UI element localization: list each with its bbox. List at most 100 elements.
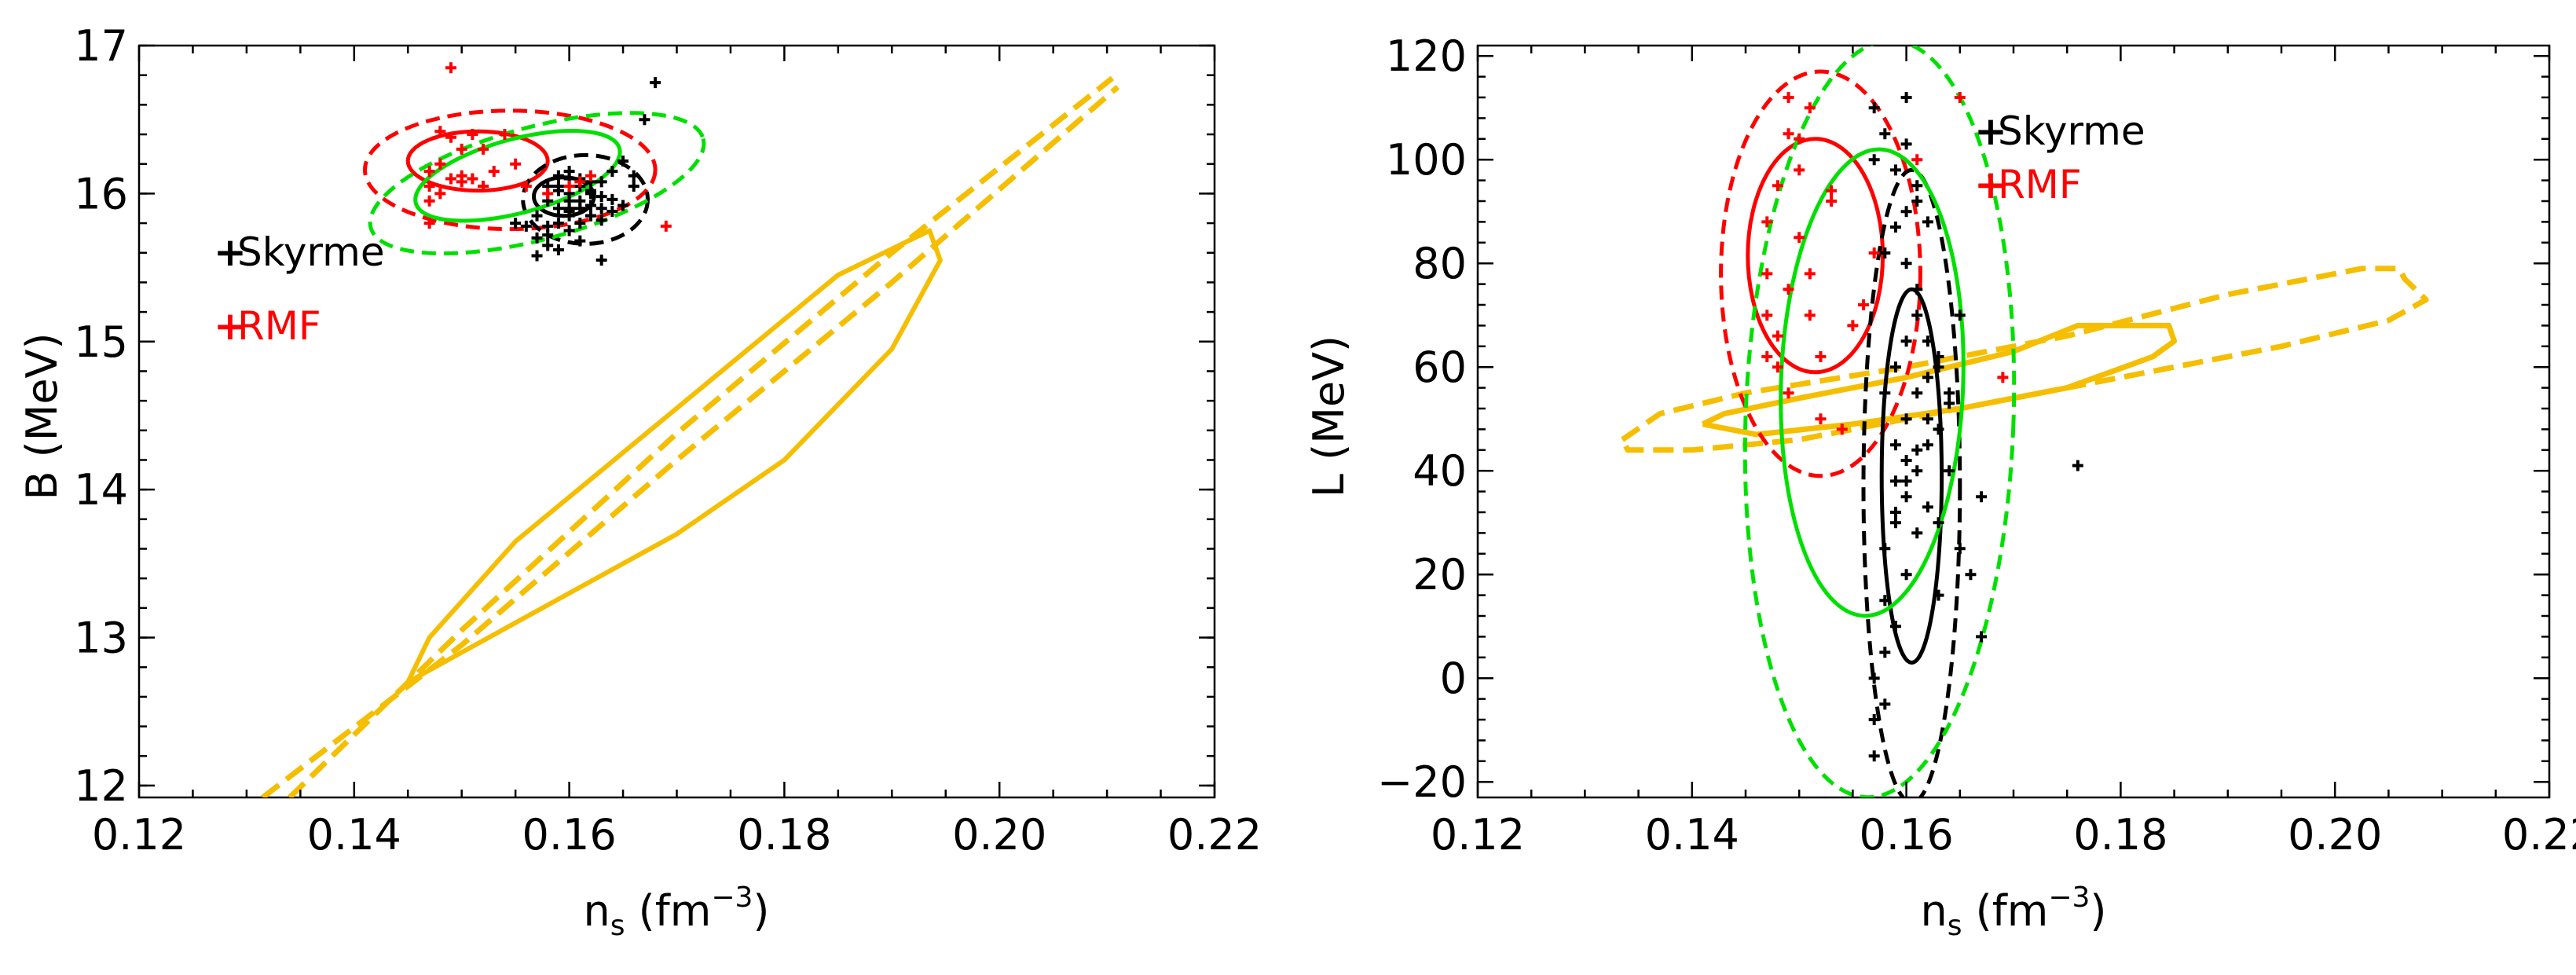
right-skyrme-point: [1900, 258, 1912, 269]
left-legend-rmf-label: RMF: [237, 303, 321, 349]
left-rmf-point: [574, 176, 586, 188]
right-skyrme-point: [1965, 569, 1977, 581]
right-combined-1sigma-ellipse: [1779, 147, 1966, 618]
left-skyrme-point: [574, 218, 586, 229]
right-skyrme-point: [1911, 196, 1923, 207]
right-y-axis-label: L (MeV): [1304, 335, 1354, 497]
right-y-tick-label: 120: [1386, 31, 1467, 81]
right-skyrme-point: [1933, 423, 1944, 435]
right-skyrme-point: [1911, 465, 1923, 477]
right-skyrme-point: [1944, 398, 1955, 409]
right-skyrme-point: [1976, 631, 1988, 643]
right-skyrme-point: [1889, 475, 1901, 487]
left-skyrme-point: [595, 203, 607, 214]
right-skyrme-point: [1868, 102, 1880, 114]
right-skyrme-point: [1922, 335, 1933, 347]
left-y-tick-label: 12: [74, 761, 128, 811]
right-rmf-point: [1954, 92, 1966, 103]
right-skyrme-point: [1889, 517, 1901, 529]
right-x-axis-label: ns (fm−3): [1920, 882, 2106, 942]
right-rmf-point: [1826, 196, 1838, 207]
right-skyrme-point: [1889, 439, 1901, 451]
right-y-tick-label: 0: [1440, 654, 1467, 703]
right-skyrme-point: [1879, 387, 1891, 399]
right-rmf-point: [1847, 320, 1859, 332]
right-legend-skyrme-marker: +: [1974, 108, 2007, 154]
right-skyrme-point: [1868, 714, 1880, 725]
left-plot-frame: [137, 44, 1216, 799]
left-rmf-point: [423, 218, 435, 229]
left-skyrme-point: [639, 114, 650, 126]
left-rmf-point: [660, 220, 672, 232]
left-skyrme-point: [563, 225, 575, 236]
left-rmf-point: [445, 131, 457, 143]
right-skyrme-point: [1879, 247, 1891, 258]
right-y-tick-label: 100: [1386, 135, 1467, 185]
left-skyrme-point: [595, 214, 607, 226]
right-skyrme-point: [1889, 507, 1901, 518]
right-skyrme-point: [1868, 750, 1880, 762]
right-x-tick-label: 0.16: [1859, 810, 1953, 860]
left-marks: [261, 62, 1120, 797]
left-skyrme-point: [584, 185, 596, 196]
left-rmf-point: [456, 176, 467, 188]
right-gold-2sigma-line: [1619, 266, 2429, 453]
right-skyrme-point: [1889, 222, 1901, 233]
right-rmf-point: [1804, 102, 1816, 114]
right-rmf-point: [1761, 216, 1773, 228]
right-ticks: 0.12 0.14 0.16 0.18 0.20 0.22 −20 0 20 40 60 80 100 1…: [1377, 31, 2576, 860]
right-rmf-2sigma-ellipse: [1719, 69, 1922, 478]
right-rmf-point: [1826, 185, 1838, 196]
right-rmf-point: [1783, 387, 1794, 399]
left-rmf-point: [445, 62, 457, 74]
right-rmf-point: [1772, 361, 1783, 373]
right-skyrme-point: [1889, 361, 1901, 373]
left-skyrme-point: [606, 193, 618, 205]
right-skyrme-point: [1900, 569, 1912, 581]
right-rmf-point: [1858, 299, 1870, 310]
left-legend-skyrme: + Skyrme: [214, 229, 385, 275]
left-skyrme-point: [552, 244, 564, 255]
left-combined-2sigma-ellipse: [368, 111, 706, 256]
right-legend-rmf-label: RMF: [1998, 162, 2082, 207]
left-rmf-point: [510, 158, 522, 170]
left-skyrme-point: [552, 203, 564, 214]
left-x-tick-label: 0.12: [92, 810, 186, 860]
right-rmf-point: [1772, 180, 1783, 192]
left-skyrme-point: [617, 200, 629, 211]
left-rmf-point: [563, 180, 575, 192]
right-rmf-point: [1761, 310, 1773, 321]
right-skyrme-point: [1933, 589, 1944, 601]
right-skyrme-point: [1889, 164, 1901, 176]
left-y-tick-label: 16: [74, 169, 128, 218]
right-skyrme-point: [1911, 527, 1923, 539]
left-rmf-point: [445, 173, 457, 185]
left-skyrme-point: [584, 200, 596, 211]
right-skyrme-point: [1911, 284, 1923, 295]
right-skyrme-point: [1911, 310, 1923, 321]
left-skyrme-point: [574, 195, 586, 207]
left-legend: + Skyrme + RMF: [214, 229, 385, 349]
left-legend-skyrme-label: Skyrme: [237, 229, 385, 275]
left-y-tick-label: 17: [74, 21, 128, 71]
left-rmf-point: [478, 180, 489, 192]
right-skyrme-point: [1900, 206, 1912, 218]
right-marks: [1619, 46, 2429, 797]
left-y-axis-label: B (MeV): [17, 332, 67, 500]
left-panel: 0.12 0.14 0.16 0.18 0.20 0.22 12 13 14 15 16 17 B (…: [17, 21, 1262, 942]
left-rmf-point: [584, 170, 596, 181]
right-skyrme-point: [1868, 154, 1880, 166]
right-skyrme-point: [1922, 372, 1933, 383]
left-rmf-point: [542, 188, 554, 200]
left-skyrme-point: [552, 170, 564, 181]
right-rmf-point: [1815, 351, 1827, 362]
left-rmf-point: [434, 188, 446, 200]
left-skyrme-point: [510, 218, 522, 229]
left-skyrme-point: [650, 77, 661, 89]
left-y-tick-label: 14: [74, 465, 128, 515]
left-x-tick-label: 0.18: [737, 810, 831, 860]
right-rmf-point: [1815, 413, 1827, 425]
left-skyrme-point: [595, 255, 607, 266]
right-rmf-point: [1772, 330, 1783, 342]
right-skyrme-point: [1879, 128, 1891, 140]
